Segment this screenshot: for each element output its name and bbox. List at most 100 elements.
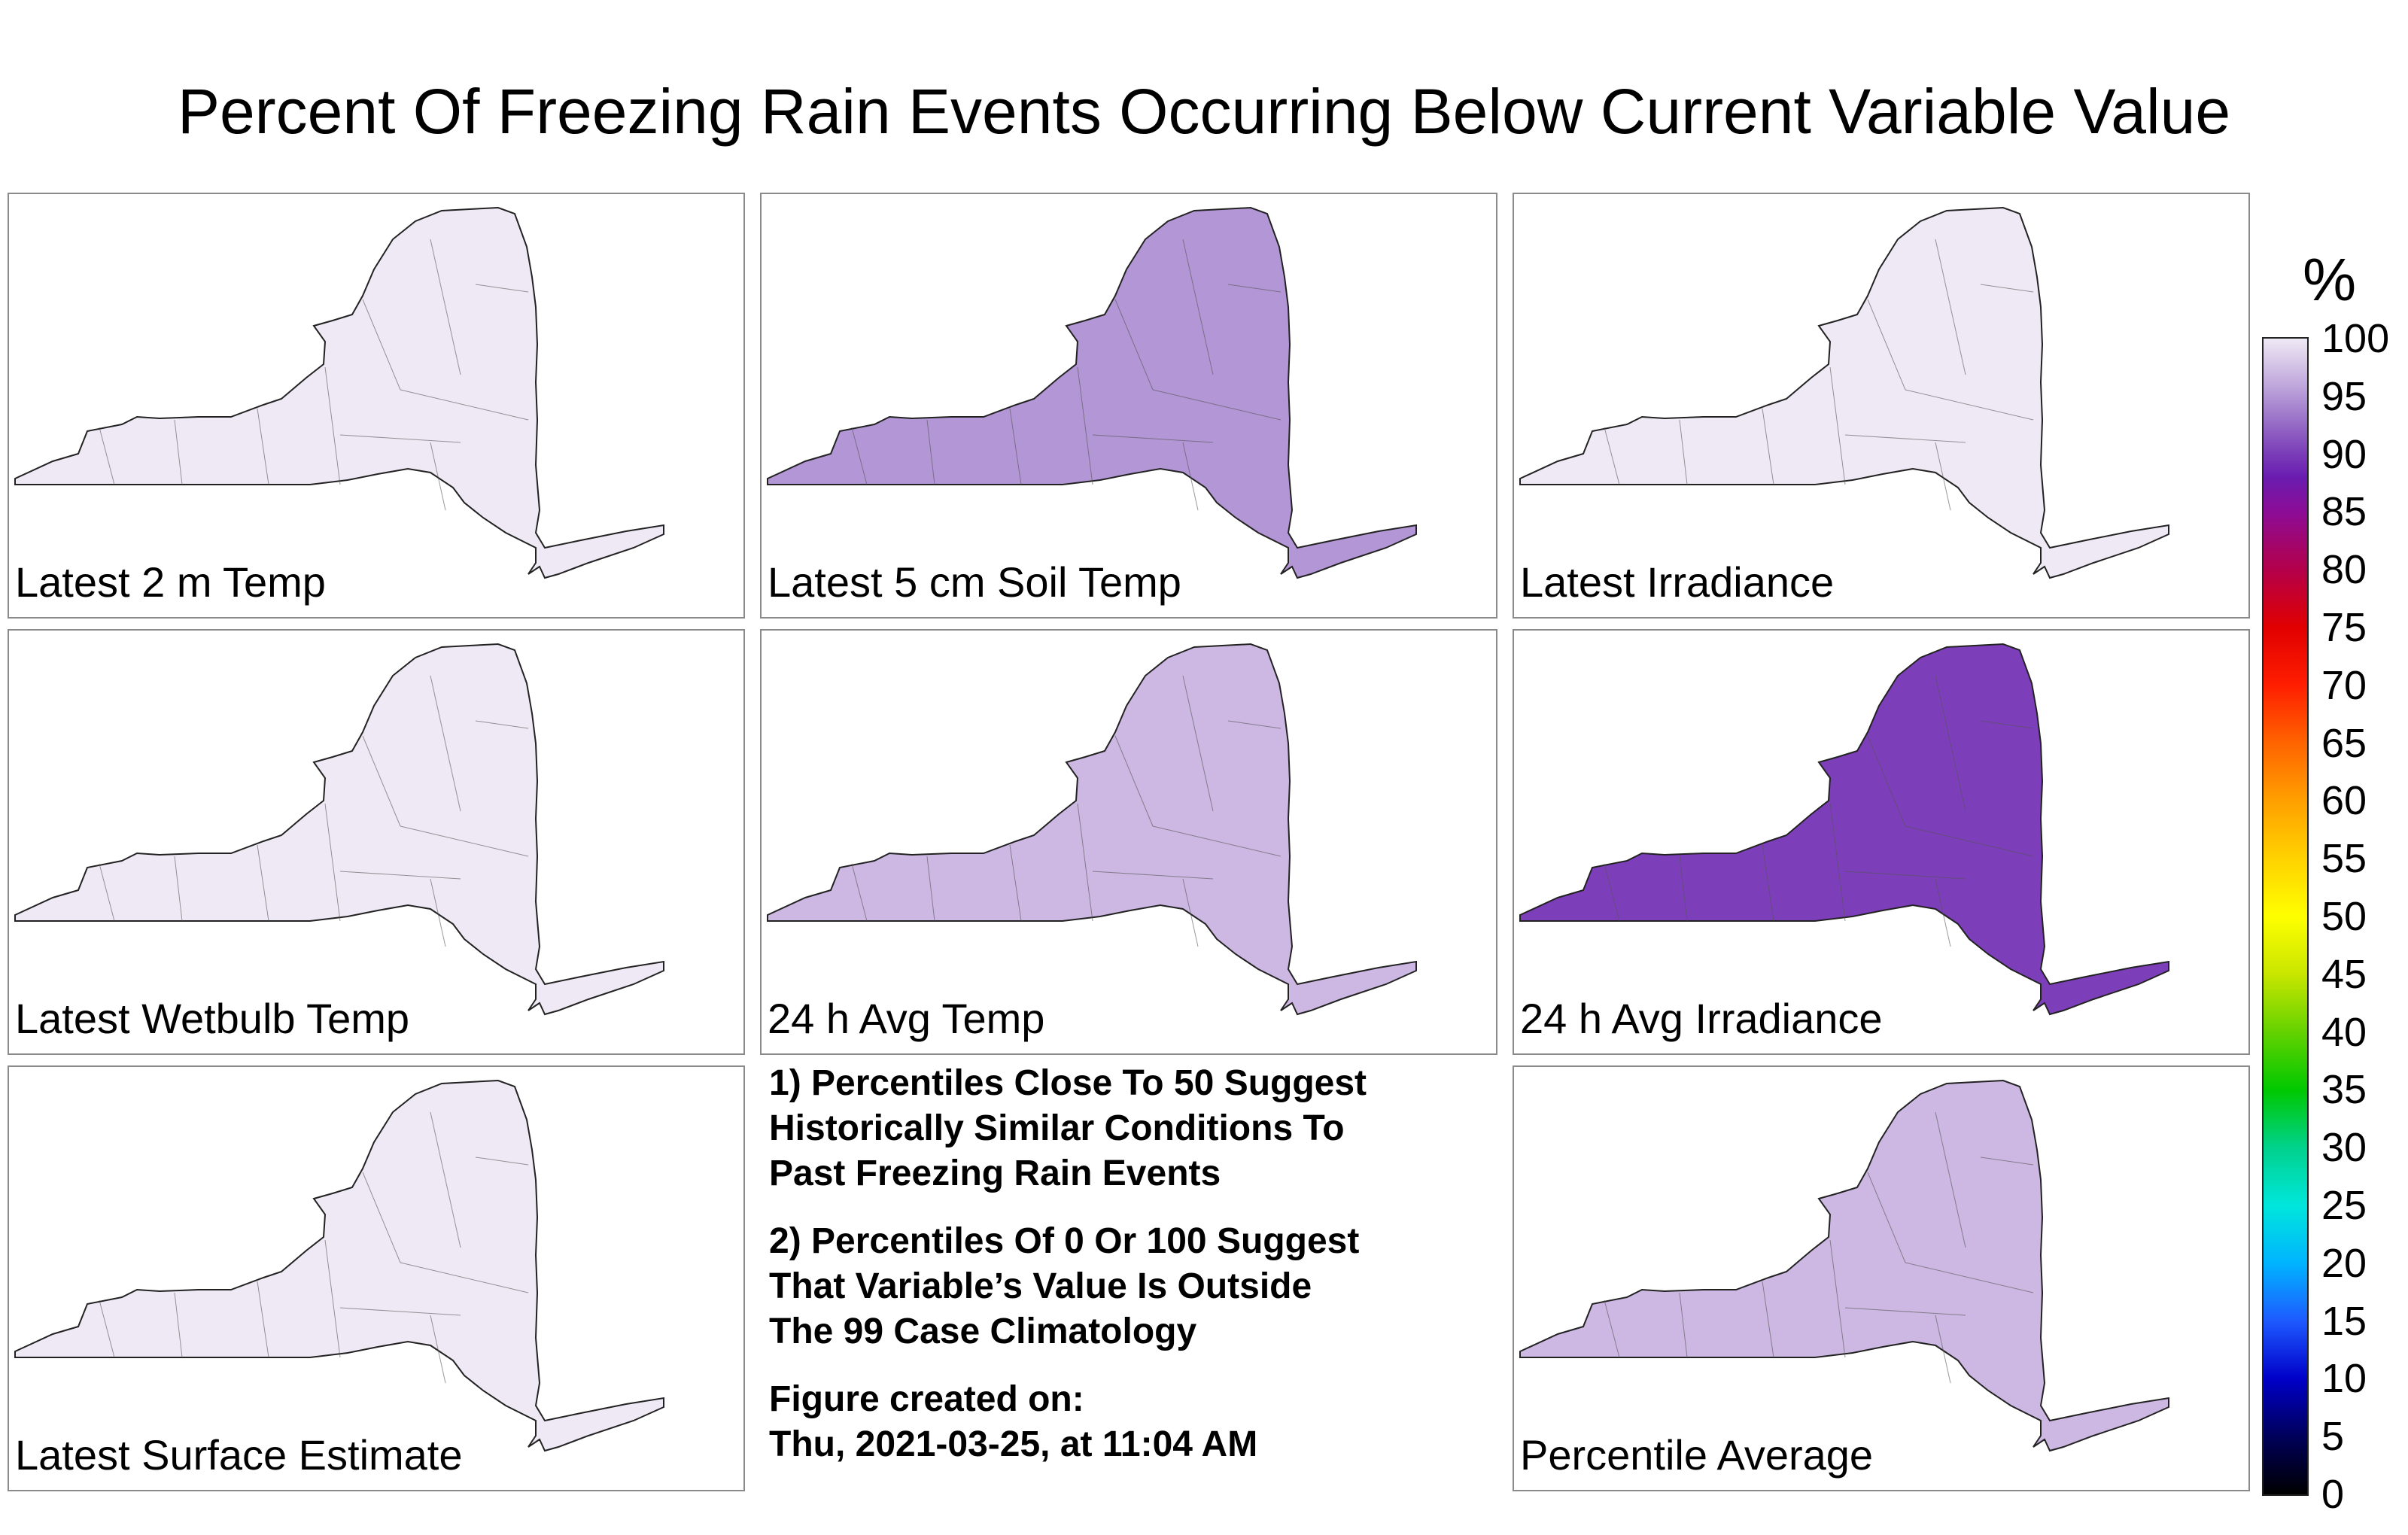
- county-border: [1227, 284, 1282, 293]
- county-border: [475, 284, 529, 293]
- county-border: [1905, 389, 2034, 421]
- county-border: [1935, 878, 1951, 947]
- colorbar-tick-label: 75: [2321, 605, 2367, 650]
- county-border: [430, 239, 461, 375]
- county-border: [1867, 1172, 1906, 1263]
- map-svg: [1519, 1079, 2169, 1452]
- map-svg: [14, 1079, 664, 1452]
- county-border: [1829, 1239, 1846, 1358]
- colorbar-tick-label: 65: [2321, 720, 2367, 766]
- county-border: [1114, 299, 1154, 391]
- colorbar-tick-label: 25: [2321, 1183, 2367, 1228]
- county-border: [430, 1111, 461, 1248]
- map-svg: [767, 206, 1417, 579]
- county-border: [1152, 389, 1282, 421]
- colorbar-tick-label: 45: [2321, 951, 2367, 997]
- note-1-line: 1) Percentiles Close To 50 Suggest: [769, 1063, 1367, 1103]
- county-border: [362, 299, 401, 391]
- county-border: [1935, 442, 1951, 511]
- county-border: [1844, 434, 1966, 443]
- created-line: Figure created on:: [769, 1379, 1084, 1419]
- colorbar-tick-label: 35: [2321, 1067, 2367, 1113]
- colorbar-tick-label: 50: [2321, 894, 2367, 939]
- county-border: [1829, 366, 1846, 485]
- county-border: [400, 1262, 529, 1293]
- county-border: [339, 1307, 461, 1316]
- county-border: [324, 803, 341, 922]
- county-border: [99, 1299, 115, 1358]
- colorbar-tick-label: 100: [2321, 316, 2390, 361]
- map-svg: [1519, 206, 2169, 579]
- county-border: [475, 1157, 529, 1166]
- note-2: 2) Percentiles Of 0 Or 100 Suggest That …: [769, 1219, 1491, 1354]
- county-border: [1009, 844, 1022, 922]
- county-border: [362, 735, 401, 827]
- county-border: [1980, 720, 2034, 729]
- colorbar-tick-label: 85: [2321, 489, 2367, 535]
- state-fill: [1519, 643, 2169, 1016]
- colorbar-tick-label: 70: [2321, 662, 2367, 708]
- panel-label: 24 h Avg Irradiance: [1520, 995, 1883, 1042]
- county-border: [1905, 825, 2034, 857]
- county-border: [430, 442, 446, 511]
- panel-label: Percentile Average: [1520, 1431, 1874, 1479]
- county-border: [99, 427, 115, 485]
- county-border: [851, 427, 868, 485]
- created-note: Figure created on: Thu, 2021-03-25, at 1…: [769, 1377, 1491, 1467]
- county-border: [1092, 434, 1214, 443]
- county-border: [174, 419, 183, 485]
- county-border: [1844, 871, 1966, 880]
- county-border: [1077, 803, 1093, 922]
- county-border: [1182, 442, 1199, 511]
- colorbar-tick-label: 40: [2321, 1009, 2367, 1055]
- county-border: [339, 871, 461, 880]
- county-border: [1829, 803, 1846, 922]
- map-svg: [14, 643, 664, 1016]
- note-1-line: Historically Similar Conditions To: [769, 1108, 1345, 1148]
- county-border: [257, 1281, 269, 1358]
- county-border: [99, 863, 115, 922]
- created-date: Thu, 2021-03-25, at 11:04 AM: [769, 1424, 1258, 1464]
- county-border: [430, 878, 446, 947]
- county-border: [400, 389, 529, 421]
- county-border: [1867, 299, 1906, 391]
- county-border: [1905, 1262, 2034, 1293]
- colorbar-tick-label: 30: [2321, 1125, 2367, 1171]
- colorbar-tick-label: 60: [2321, 778, 2367, 824]
- map-svg: [14, 206, 664, 579]
- county-border: [1980, 284, 2034, 293]
- county-border: [1604, 427, 1620, 485]
- county-border: [257, 844, 269, 922]
- county-border: [174, 1292, 183, 1358]
- colorbar-tick-label: 15: [2321, 1298, 2367, 1344]
- colorbar-tick-label: 90: [2321, 431, 2367, 477]
- colorbar-tick-label: 20: [2321, 1240, 2367, 1286]
- county-border: [851, 863, 868, 922]
- county-border: [1114, 735, 1154, 827]
- map-panel-percentile-average: Percentile Average: [1513, 1065, 2250, 1491]
- panel-label: Latest Wetbulb Temp: [15, 995, 410, 1042]
- note-2-line: The 99 Case Climatology: [769, 1312, 1197, 1351]
- county-border: [1092, 871, 1214, 880]
- map-panel-latest-2m-temp: Latest 2 m Temp: [8, 193, 745, 619]
- county-border: [1935, 1111, 1966, 1248]
- county-border: [1679, 419, 1688, 485]
- map-panel-latest-irradiance: Latest Irradiance: [1513, 193, 2250, 619]
- county-border: [1227, 720, 1282, 729]
- panel-label: Latest Surface Estimate: [15, 1431, 463, 1479]
- note-2-line: That Variable’s Value Is Outside: [769, 1266, 1312, 1306]
- county-border: [339, 434, 461, 443]
- state-fill: [14, 206, 664, 579]
- county-border: [1762, 844, 1774, 922]
- county-border: [1604, 1299, 1620, 1358]
- map-panel-latest-surface-estimate: Latest Surface Estimate: [8, 1065, 745, 1491]
- county-border: [257, 408, 269, 485]
- county-border: [1935, 239, 1966, 375]
- map-panel-24h-avg-irradiance: 24 h Avg Irradiance: [1513, 629, 2250, 1055]
- county-border: [1762, 1281, 1774, 1358]
- county-border: [1935, 1315, 1951, 1384]
- colorbar-tick-label: 0: [2321, 1472, 2345, 1517]
- county-border: [174, 856, 183, 922]
- map-panel-24h-avg-temp: 24 h Avg Temp: [760, 629, 1497, 1055]
- county-border: [1867, 735, 1906, 827]
